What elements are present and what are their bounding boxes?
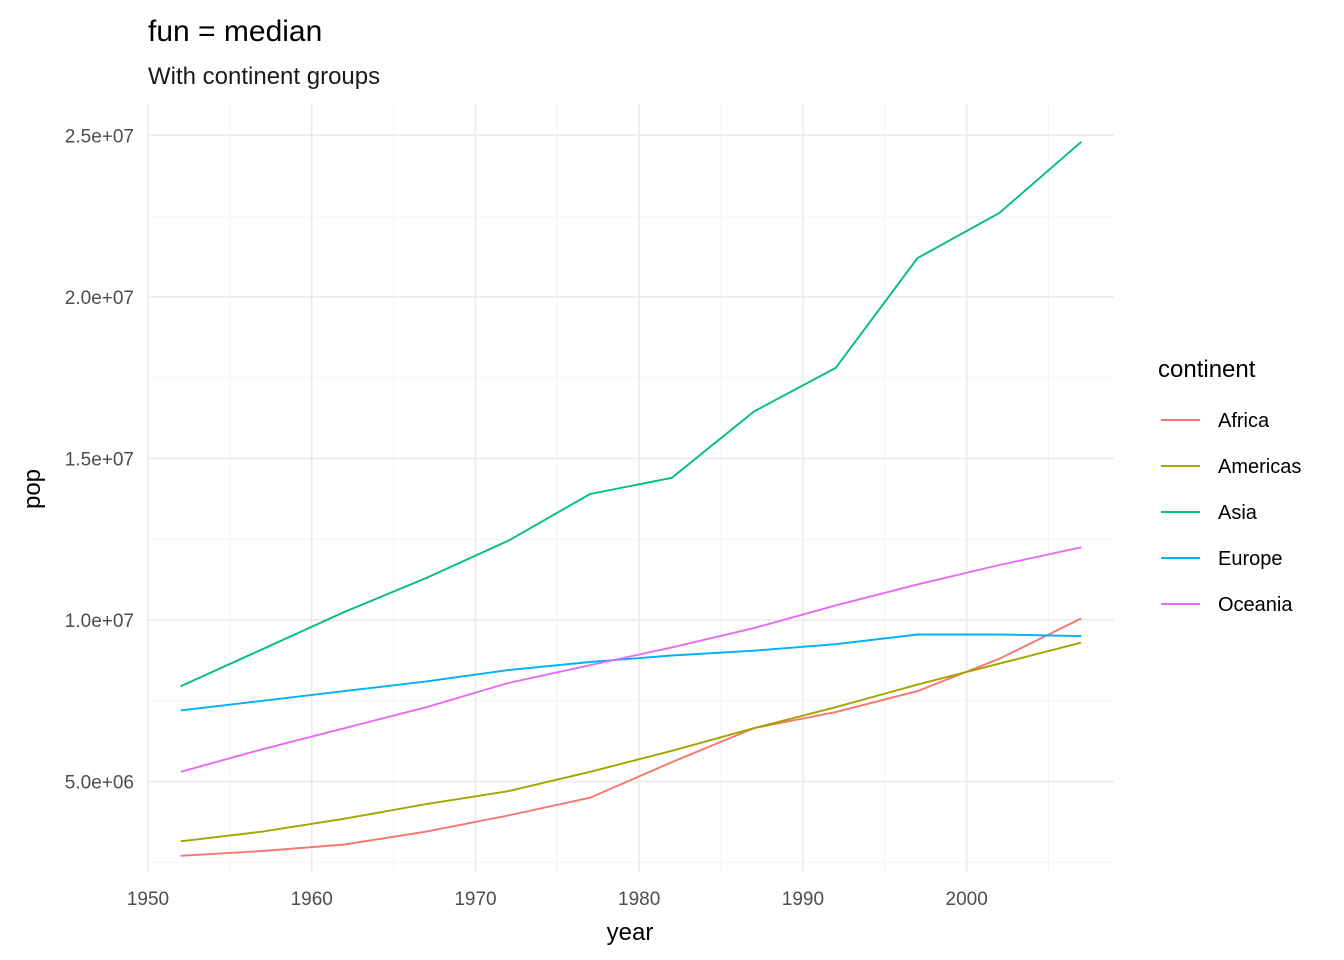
legend: continent Africa Americas Asia Europe Oceani… bbox=[1158, 356, 1301, 616]
chart-title: fun = median bbox=[148, 15, 322, 48]
legend-items: Africa Americas Asia Europe Oceania bbox=[1161, 410, 1301, 616]
y-tick-label: 2.0e+07 bbox=[65, 288, 134, 309]
legend-item: Africa bbox=[1161, 410, 1270, 432]
chart-subtitle: With continent groups bbox=[148, 63, 380, 90]
legend-label: Oceania bbox=[1218, 594, 1293, 616]
x-axis-title: year bbox=[607, 919, 654, 946]
x-axis-tick-labels: 1950 1960 1970 1980 1990 2000 bbox=[127, 889, 988, 910]
legend-item: Asia bbox=[1161, 502, 1258, 524]
y-axis-title: pop bbox=[19, 469, 46, 509]
series-line-europe bbox=[180, 633, 1082, 712]
y-axis-tick-labels: 5.0e+06 1.0e+07 1.5e+07 2.0e+07 2.5e+07 bbox=[65, 126, 134, 793]
legend-label: Americas bbox=[1218, 456, 1301, 478]
legend-item: Europe bbox=[1161, 548, 1283, 570]
x-tick-label: 1960 bbox=[291, 889, 333, 910]
legend-label: Asia bbox=[1218, 502, 1258, 524]
x-tick-label: 1970 bbox=[454, 889, 496, 910]
series-line-asia bbox=[180, 141, 1082, 688]
legend-item: Americas bbox=[1161, 456, 1301, 478]
y-tick-label: 2.5e+07 bbox=[65, 126, 134, 147]
legend-label: Africa bbox=[1218, 410, 1270, 432]
series-lines bbox=[180, 141, 1082, 857]
y-tick-label: 1.5e+07 bbox=[65, 449, 134, 470]
series-line-oceania bbox=[180, 546, 1082, 773]
x-tick-label: 1950 bbox=[127, 889, 169, 910]
series-line-africa bbox=[180, 617, 1082, 857]
series-line-americas bbox=[180, 641, 1082, 843]
legend-label: Europe bbox=[1218, 548, 1283, 570]
legend-title: continent bbox=[1158, 356, 1256, 383]
legend-item: Oceania bbox=[1161, 594, 1293, 616]
y-tick-label: 5.0e+06 bbox=[65, 773, 134, 794]
y-tick-label: 1.0e+07 bbox=[65, 611, 134, 632]
x-tick-label: 2000 bbox=[946, 889, 988, 910]
x-tick-label: 1980 bbox=[618, 889, 660, 910]
x-tick-label: 1990 bbox=[782, 889, 824, 910]
grid bbox=[147, 103, 1114, 872]
